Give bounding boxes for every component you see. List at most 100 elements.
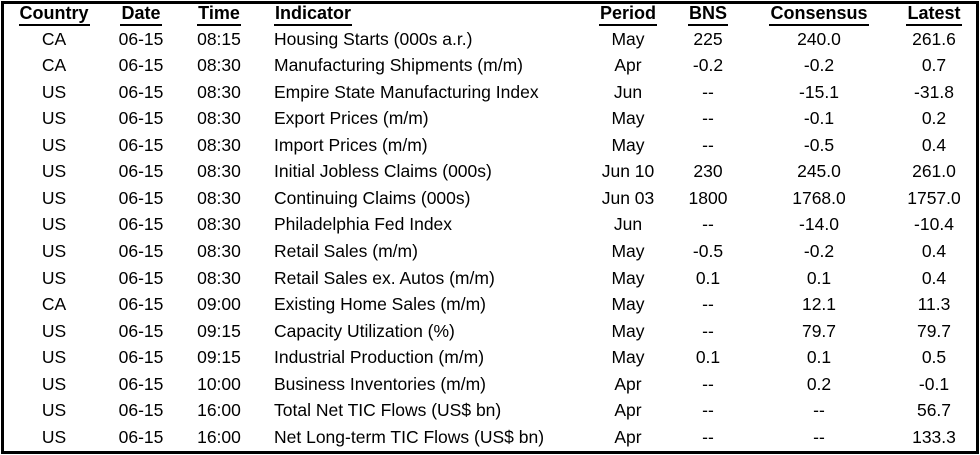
- cell-indicator: Retail Sales (m/m): [274, 241, 418, 262]
- cell-consensus: 240.0: [797, 28, 841, 49]
- cell-indicator: Retail Sales ex. Autos (m/m): [274, 267, 495, 288]
- cell-country: CA: [41, 294, 67, 315]
- cell-date: 06-15: [118, 187, 164, 208]
- cell-date: 06-15: [118, 161, 164, 182]
- cell-period: Apr: [614, 55, 642, 76]
- cell-consensus: 1768.0: [792, 187, 846, 208]
- cell-period: May: [611, 347, 645, 368]
- cell-indicator: Import Prices (m/m): [274, 134, 428, 155]
- cell-time: 16:00: [197, 426, 241, 447]
- cell-time: 08:30: [197, 81, 241, 102]
- cell-country: US: [41, 267, 67, 288]
- column-header-date: Date: [104, 4, 178, 26]
- cell-bns: 1800: [688, 187, 728, 208]
- cell-consensus: 12.1: [801, 294, 837, 315]
- cell-latest: 0.7: [921, 55, 947, 76]
- column-header-bns: BNS: [670, 4, 746, 26]
- table-row: US 06-15 09:15 Industrial Production (m/…: [4, 345, 976, 372]
- table-row: US 06-15 08:30 Empire State Manufacturin…: [4, 79, 976, 106]
- cell-bns: --: [702, 214, 714, 235]
- cell-latest: 0.4: [921, 267, 947, 288]
- cell-period: Jun 10: [601, 161, 655, 182]
- column-header-country: Country: [4, 4, 104, 26]
- cell-country: US: [41, 373, 67, 394]
- table-row: US 06-15 08:30 Import Prices (m/m) May -…: [4, 132, 976, 159]
- cell-indicator: Continuing Claims (000s): [274, 187, 471, 208]
- cell-latest: 56.7: [916, 400, 952, 421]
- cell-country: US: [41, 187, 67, 208]
- cell-bns: 225: [693, 28, 723, 49]
- cell-consensus: 0.1: [806, 267, 832, 288]
- table-row: US 06-15 10:00 Business Inventories (m/m…: [4, 371, 976, 398]
- cell-indicator: Net Long-term TIC Flows (US$ bn): [274, 426, 545, 447]
- cell-time: 08:30: [197, 214, 241, 235]
- cell-country: CA: [41, 55, 67, 76]
- cell-latest: 133.3: [912, 426, 956, 447]
- cell-latest: -31.8: [914, 81, 954, 102]
- cell-bns: --: [702, 108, 714, 129]
- table-row: US 06-15 08:30 Retail Sales (m/m) May -0…: [4, 239, 976, 266]
- cell-period: May: [611, 294, 645, 315]
- cell-country: US: [41, 241, 67, 262]
- cell-bns: --: [702, 426, 714, 447]
- economic-calendar-table: Country Date Time Indicator Period BNS C…: [4, 4, 976, 451]
- cell-consensus: 79.7: [801, 320, 837, 341]
- cell-indicator: Business Inventories (m/m): [274, 373, 487, 394]
- column-header-consensus: Consensus: [746, 4, 892, 26]
- table-row: CA 06-15 09:00 Existing Home Sales (m/m)…: [4, 292, 976, 319]
- table-body: CA 06-15 08:15 Housing Starts (000s a.r.…: [4, 26, 976, 451]
- cell-country: US: [41, 161, 67, 182]
- cell-time: 08:30: [197, 161, 241, 182]
- cell-consensus: -0.5: [803, 134, 835, 155]
- cell-date: 06-15: [118, 426, 164, 447]
- cell-latest: 261.6: [912, 28, 956, 49]
- cell-period: May: [611, 134, 645, 155]
- cell-indicator: Capacity Utilization (%): [274, 320, 455, 341]
- cell-latest: 0.4: [921, 134, 947, 155]
- cell-latest: 79.7: [916, 320, 952, 341]
- cell-latest: -10.4: [914, 214, 954, 235]
- cell-latest: -0.1: [918, 373, 950, 394]
- table-header-row: Country Date Time Indicator Period BNS C…: [4, 4, 976, 26]
- column-header-period: Period: [586, 4, 670, 26]
- cell-bns: 0.1: [695, 267, 721, 288]
- cell-indicator: Housing Starts (000s a.r.): [274, 28, 473, 49]
- cell-consensus: --: [813, 426, 825, 447]
- cell-period: Jun 03: [601, 187, 655, 208]
- table-row: US 06-15 08:30 Initial Jobless Claims (0…: [4, 159, 976, 186]
- cell-time: 08:30: [197, 267, 241, 288]
- cell-consensus: -15.1: [799, 81, 839, 102]
- cell-consensus: 0.2: [806, 373, 832, 394]
- cell-consensus: 0.1: [806, 347, 832, 368]
- cell-date: 06-15: [118, 373, 164, 394]
- cell-period: Jun: [613, 214, 643, 235]
- cell-latest: 0.5: [921, 347, 947, 368]
- cell-indicator: Existing Home Sales (m/m): [274, 294, 486, 315]
- cell-time: 09:15: [197, 320, 241, 341]
- cell-latest: 1757.0: [907, 187, 961, 208]
- cell-time: 10:00: [197, 373, 241, 394]
- cell-time: 08:30: [197, 187, 241, 208]
- cell-consensus: 245.0: [797, 161, 841, 182]
- cell-country: US: [41, 108, 67, 129]
- cell-bns: 0.1: [695, 347, 721, 368]
- table-row: CA 06-15 08:15 Housing Starts (000s a.r.…: [4, 26, 976, 53]
- cell-period: May: [611, 108, 645, 129]
- cell-country: CA: [41, 28, 67, 49]
- table-row: US 06-15 16:00 Total Net TIC Flows (US$ …: [4, 398, 976, 425]
- table-row: US 06-15 08:30 Retail Sales ex. Autos (m…: [4, 265, 976, 292]
- column-header-latest: Latest: [892, 4, 976, 26]
- cell-bns: --: [702, 373, 714, 394]
- cell-latest: 0.2: [921, 108, 947, 129]
- cell-date: 06-15: [118, 134, 164, 155]
- cell-date: 06-15: [118, 294, 164, 315]
- cell-indicator: Initial Jobless Claims (000s): [274, 161, 492, 182]
- cell-country: US: [41, 81, 67, 102]
- cell-indicator: Philadelphia Fed Index: [274, 214, 453, 235]
- cell-period: May: [611, 241, 645, 262]
- cell-consensus: -14.0: [799, 214, 839, 235]
- cell-date: 06-15: [118, 81, 164, 102]
- cell-bns: --: [702, 400, 714, 421]
- cell-latest: 11.3: [917, 294, 951, 315]
